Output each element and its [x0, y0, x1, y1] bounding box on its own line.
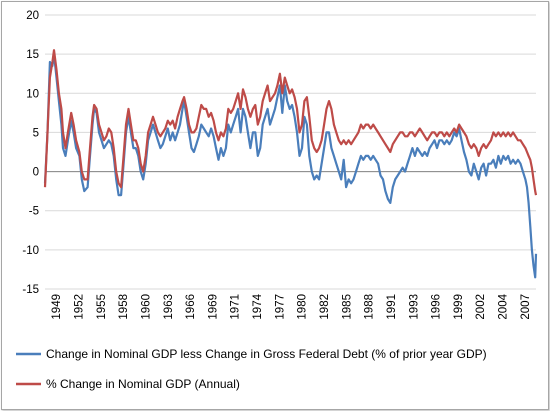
legend-label-debt-adjusted: Change in Nominal GDP less Change in Gro…	[46, 347, 487, 361]
series-line-debt-adjusted	[43, 53, 538, 279]
x-tick-label: 2007	[520, 294, 532, 320]
x-tick-label: 1974	[252, 293, 264, 319]
x-tick-label: 1958	[118, 294, 130, 320]
x-tick-label: 1966	[185, 294, 197, 320]
x-tick-label: 1996	[431, 294, 443, 320]
x-tick-label: 1969	[207, 294, 219, 320]
y-tick-label: 15	[26, 49, 39, 61]
series-line-nominal-gdp	[43, 49, 538, 196]
x-tick-label: 1949	[51, 294, 63, 320]
y-tick-label: 10	[26, 88, 39, 100]
x-tick-label: 1977	[274, 294, 286, 320]
y-tick-label: -15	[22, 284, 39, 296]
x-tick-label: 2002	[475, 294, 487, 320]
x-tick-label: 1960	[140, 294, 152, 320]
legend: Change in Nominal GDP less Change in Gro…	[16, 347, 487, 391]
x-tick-label: 1982	[319, 294, 331, 320]
legend-item-nominal-gdp: % Change in Nominal GDP (Annual)	[16, 377, 240, 391]
x-tick-label: 1963	[163, 294, 175, 320]
y-tick-label: -10	[22, 245, 39, 257]
x-tick-label: 1991	[386, 294, 398, 320]
y-axis-tick-labels: -15 -10 -5 0 5 10 15 20	[22, 10, 39, 296]
x-tick-label: 1955	[96, 294, 108, 320]
legend-item-debt-adjusted: Change in Nominal GDP less Change in Gro…	[16, 347, 487, 361]
series-lines	[43, 49, 538, 279]
gridlines	[45, 14, 536, 290]
y-tick-label: 0	[33, 167, 39, 179]
x-axis-tick-labels: 1949 1952 1955 1958 1960 1963 1966 1969 1971 1974…	[51, 293, 532, 319]
y-tick-label: 5	[33, 127, 39, 139]
y-tick-label: -5	[29, 206, 39, 218]
x-tick-label: 1988	[364, 294, 376, 320]
x-tick-label: 2004	[498, 293, 510, 319]
x-tick-label: 1999	[453, 294, 465, 320]
legend-label-nominal-gdp: % Change in Nominal GDP (Annual)	[46, 377, 240, 391]
x-tick-label: 1985	[341, 294, 353, 320]
x-tick-label: 1993	[408, 294, 420, 320]
x-tick-label: 1971	[230, 294, 242, 320]
x-tick-label: 1952	[73, 294, 85, 320]
y-tick-label: 20	[26, 10, 39, 22]
x-tick-label: 1980	[297, 294, 309, 320]
